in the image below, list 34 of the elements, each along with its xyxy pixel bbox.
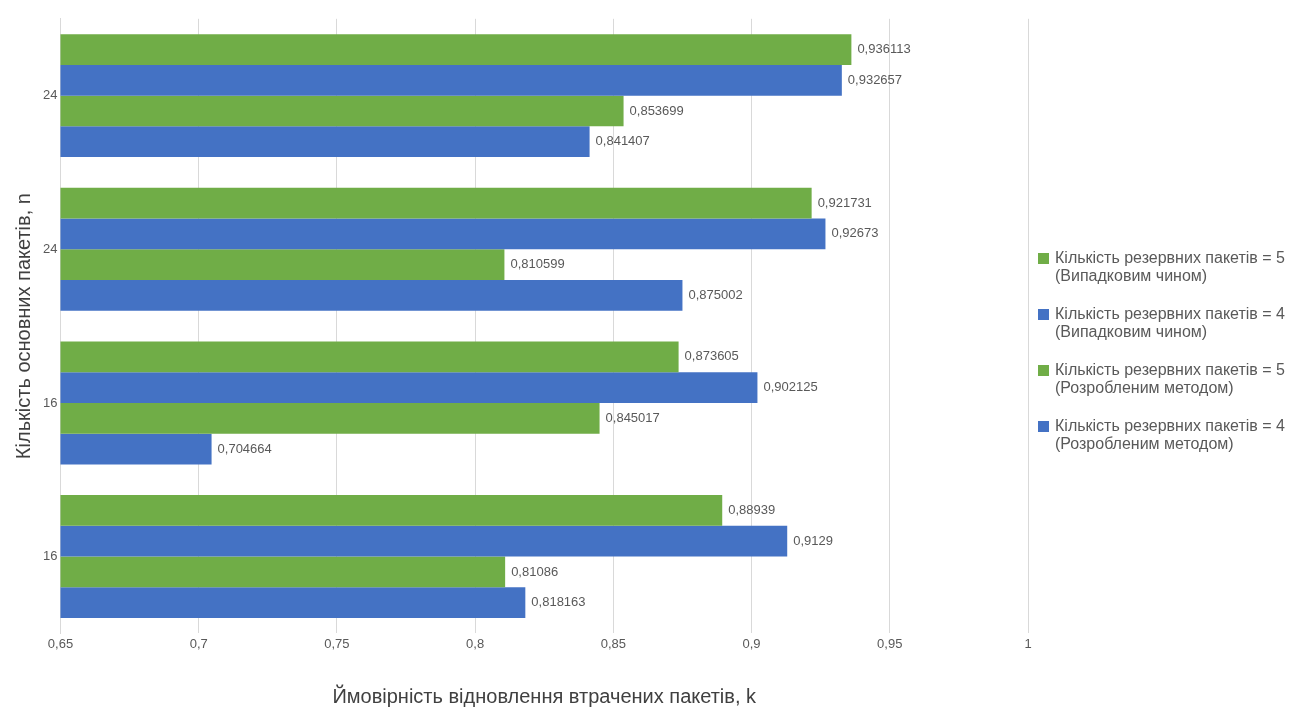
data-label: 0,92673 (831, 225, 879, 241)
y-tick-label: 16 (42, 394, 58, 410)
data-label: 0,873605 (684, 348, 739, 364)
legend-label: Кількість резервних пакетів = 4 (Випадковим чином) (1055, 304, 1286, 341)
x-tick-label: 0,85 (600, 635, 626, 651)
data-label: 0,845017 (605, 409, 660, 425)
x-tick-label: 0,9 (742, 635, 761, 651)
x-tick-label: 0,8 (466, 635, 485, 651)
data-label: 0,875002 (688, 286, 743, 302)
data-label: 0,853699 (629, 102, 684, 118)
data-label: 0,841407 (595, 133, 650, 149)
data-label: 0,902125 (763, 379, 818, 395)
data-label: 0,81086 (511, 563, 559, 579)
legend-label: Кількість резервних пакетів = 5 (Розробленим методом) (1055, 360, 1286, 397)
data-label: 0,936113 (857, 41, 911, 57)
data-label: 0,810599 (510, 256, 565, 272)
data-label: 0,932657 (847, 71, 903, 87)
x-axis-title: Ймовірність відновлення втрачених пакетів, k (332, 683, 758, 707)
y-axis-title: Кількість основних пакетів, n (11, 193, 34, 460)
data-label: 0,704664 (217, 440, 272, 456)
y-tick-label: 24 (42, 240, 58, 256)
x-tick-label: 0,65 (47, 635, 74, 651)
y-tick-label: 24 (42, 87, 58, 103)
x-tick-label: 0,75 (324, 635, 350, 651)
x-tick-label: 0,95 (877, 635, 903, 651)
y-tick-label: 16 (42, 548, 58, 564)
data-label: 0,9129 (793, 532, 833, 548)
data-label: 0,88939 (728, 502, 776, 518)
x-tick-label: 1 (1024, 635, 1032, 651)
data-label: 0,921731 (817, 194, 872, 210)
legend-label: Кількість резервних пакетів = 4 (Розробленим методом) (1055, 416, 1286, 453)
x-tick-label: 0,7 (189, 635, 208, 651)
data-label: 0,818163 (531, 594, 586, 610)
legend-label: Кількість резервних пакетів = 5 (Випадковим чином) (1055, 248, 1286, 285)
